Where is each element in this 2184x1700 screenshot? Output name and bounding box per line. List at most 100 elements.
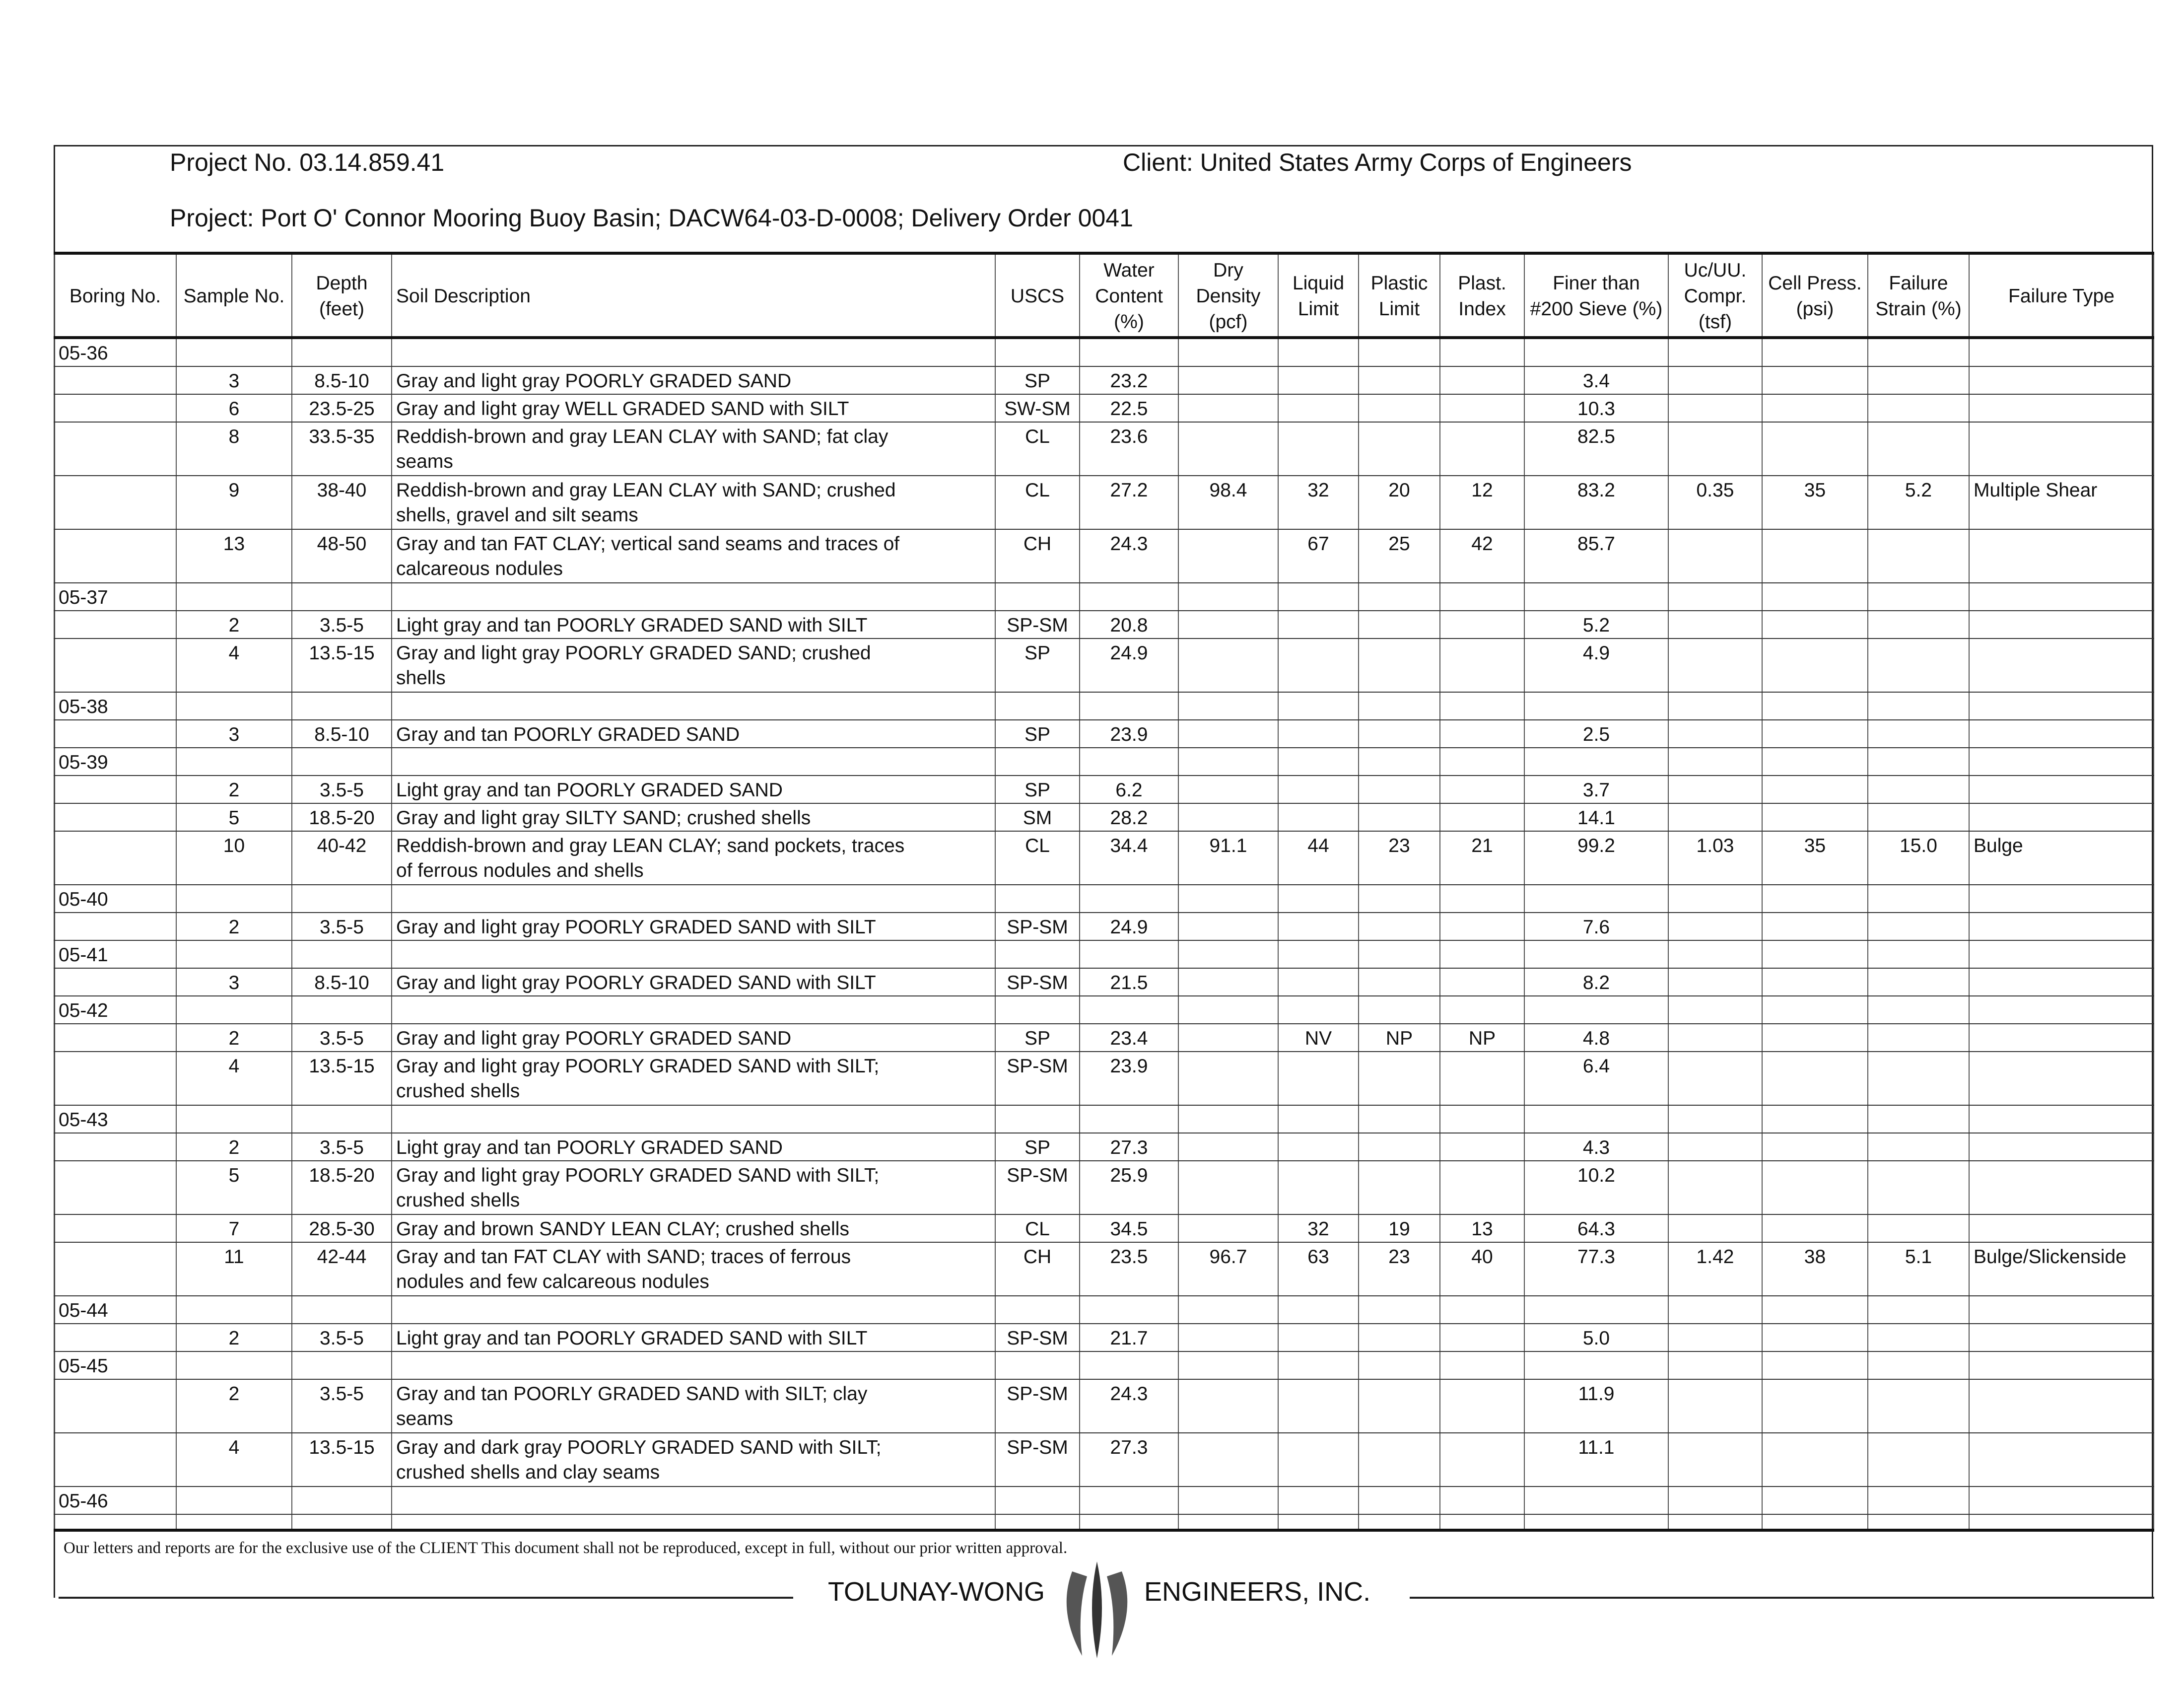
cell-depth	[291, 1351, 392, 1380]
cell-boring-no: 05-37	[54, 582, 177, 611]
cell-soil-description	[391, 337, 996, 367]
cell-finer-200	[1524, 1295, 1669, 1324]
column-header-uscs: USCS	[995, 252, 1080, 339]
cell-finer-200	[1524, 884, 1669, 913]
cell-failure-type	[1969, 1432, 2154, 1487]
cell-finer-200	[1524, 1351, 1669, 1380]
cell-boring-no: 05-41	[54, 940, 177, 969]
project-title: Project: Port O' Connor Mooring Buoy Bas…	[170, 204, 1133, 232]
cell-failure-strain	[1867, 692, 1970, 720]
cell-cell-press	[1762, 1486, 1868, 1515]
cell-dry-density	[1178, 1486, 1279, 1515]
cell-plast-index: 13	[1439, 1214, 1525, 1243]
cell-plastic-limit	[1358, 1379, 1440, 1433]
cell-depth: 38-40	[291, 475, 392, 530]
column-header-failure-strain: Failure Strain (%)	[1867, 252, 1970, 339]
table-row: 3 8.5-10 Gray and tan POORLY GRADED SAND SP…	[54, 719, 2154, 748]
cell-soil-description	[391, 747, 996, 776]
cell-plast-index: 21	[1439, 831, 1525, 885]
empty-cell	[1358, 1514, 1440, 1532]
cell-finer-200	[1524, 337, 1669, 367]
cell-sample-no	[176, 1486, 292, 1515]
cell-dry-density	[1178, 1379, 1279, 1433]
cell-boring-no: 05-44	[54, 1295, 177, 1324]
cell-boring-no: 05-42	[54, 995, 177, 1024]
cell-uscs	[995, 940, 1080, 969]
cell-finer-200	[1524, 1486, 1669, 1515]
cell-sample-no: 8	[176, 422, 292, 476]
cell-plast-index	[1439, 1295, 1525, 1324]
cell-plast-index	[1439, 1432, 1525, 1487]
cell-uc-compr	[1668, 1133, 1763, 1161]
cell-dry-density	[1178, 1323, 1279, 1352]
cell-sample-no: 2	[176, 912, 292, 941]
cell-soil-description	[391, 1105, 996, 1133]
cell-uc-compr	[1668, 1051, 1763, 1106]
empty-cell	[54, 1514, 177, 1532]
cell-finer-200: 82.5	[1524, 422, 1669, 476]
cell-cell-press	[1762, 968, 1868, 996]
cell-liquid-limit	[1278, 1105, 1359, 1133]
cell-finer-200: 5.2	[1524, 610, 1669, 639]
cell-failure-type: Multiple Shear	[1969, 475, 2154, 530]
cell-water-content	[1079, 1105, 1179, 1133]
cell-finer-200	[1524, 747, 1669, 776]
cell-soil-description: Gray and brown SANDY LEAN CLAY; crushed …	[391, 1214, 996, 1243]
cell-dry-density	[1178, 1105, 1279, 1133]
cell-failure-strain	[1867, 719, 1970, 748]
table-row: 10 40-42 Reddish-brown and gray LEAN CLAY;…	[54, 831, 2154, 885]
cell-uc-compr	[1668, 422, 1763, 476]
cell-liquid-limit	[1278, 366, 1359, 395]
cell-water-content: 6.2	[1079, 775, 1179, 804]
cell-failure-strain	[1867, 968, 1970, 996]
cell-dry-density	[1178, 422, 1279, 476]
column-header-soil-description: Soil Description	[391, 252, 996, 339]
cell-liquid-limit	[1278, 1432, 1359, 1487]
cell-liquid-limit	[1278, 775, 1359, 804]
cell-finer-200: 83.2	[1524, 475, 1669, 530]
column-header-depth: Depth (feet)	[291, 252, 392, 339]
cell-plast-index	[1439, 1133, 1525, 1161]
cell-plast-index	[1439, 337, 1525, 367]
boring-row: 05-38	[54, 692, 2154, 720]
cell-sample-no: 10	[176, 831, 292, 885]
boring-row: 05-43	[54, 1105, 2154, 1133]
cell-boring-no	[54, 394, 177, 423]
cell-plastic-limit	[1358, 1486, 1440, 1515]
cell-boring-no	[54, 775, 177, 804]
column-header-dry-density: Dry Density (pcf)	[1178, 252, 1279, 339]
cell-uc-compr	[1668, 692, 1763, 720]
cell-plastic-limit: 20	[1358, 475, 1440, 530]
cell-depth: 3.5-5	[291, 1133, 392, 1161]
cell-failure-strain	[1867, 422, 1970, 476]
cell-sample-no: 3	[176, 719, 292, 748]
cell-uscs: CL	[995, 831, 1080, 885]
cell-water-content	[1079, 995, 1179, 1024]
cell-liquid-limit	[1278, 1379, 1359, 1433]
cell-depth	[291, 1295, 392, 1324]
boring-row: 05-40	[54, 884, 2154, 913]
cell-uscs: SP-SM	[995, 912, 1080, 941]
cell-soil-description: Gray and light gray POORLY GRADED SAND w…	[391, 1160, 996, 1215]
cell-uscs: SP-SM	[995, 968, 1080, 996]
cell-failure-strain	[1867, 394, 1970, 423]
cell-failure-strain: 15.0	[1867, 831, 1970, 885]
cell-uscs: SP	[995, 1133, 1080, 1161]
cell-liquid-limit: NV	[1278, 1023, 1359, 1052]
cell-plast-index	[1439, 912, 1525, 941]
column-header-cell-press: Cell Press. (psi)	[1762, 252, 1868, 339]
cell-water-content	[1079, 940, 1179, 969]
column-header-failure-type: Failure Type	[1969, 252, 2154, 339]
cell-dry-density: 91.1	[1178, 831, 1279, 885]
cell-failure-type	[1969, 968, 2154, 996]
cell-boring-no	[54, 803, 177, 832]
cell-plastic-limit: 25	[1358, 529, 1440, 583]
cell-failure-type	[1969, 1023, 2154, 1052]
cell-sample-no: 2	[176, 1023, 292, 1052]
cell-boring-no	[54, 610, 177, 639]
cell-plastic-limit	[1358, 995, 1440, 1024]
cell-plastic-limit	[1358, 1160, 1440, 1215]
cell-boring-no: 05-40	[54, 884, 177, 913]
cell-soil-description: Gray and light gray POORLY GRADED SAND; …	[391, 638, 996, 693]
cell-failure-strain	[1867, 1160, 1970, 1215]
